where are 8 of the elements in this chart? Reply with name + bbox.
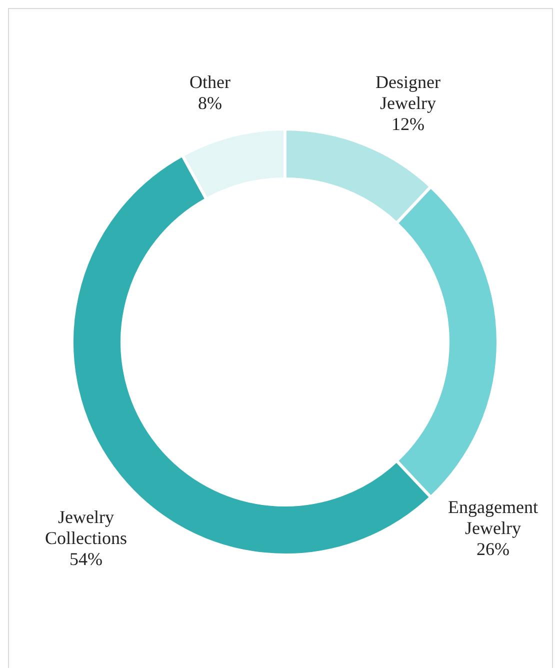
slice-label: Designer Jewelry xyxy=(376,72,440,113)
slice-label: Jewelry Collections xyxy=(45,507,127,548)
slice-label: Other xyxy=(190,72,230,92)
data-label: 8% xyxy=(198,93,222,113)
slice-label: Engagement Jewelry xyxy=(448,497,538,538)
data-label: 54% xyxy=(70,549,102,569)
data-label: 12% xyxy=(392,114,424,134)
data-label: 26% xyxy=(476,539,510,559)
